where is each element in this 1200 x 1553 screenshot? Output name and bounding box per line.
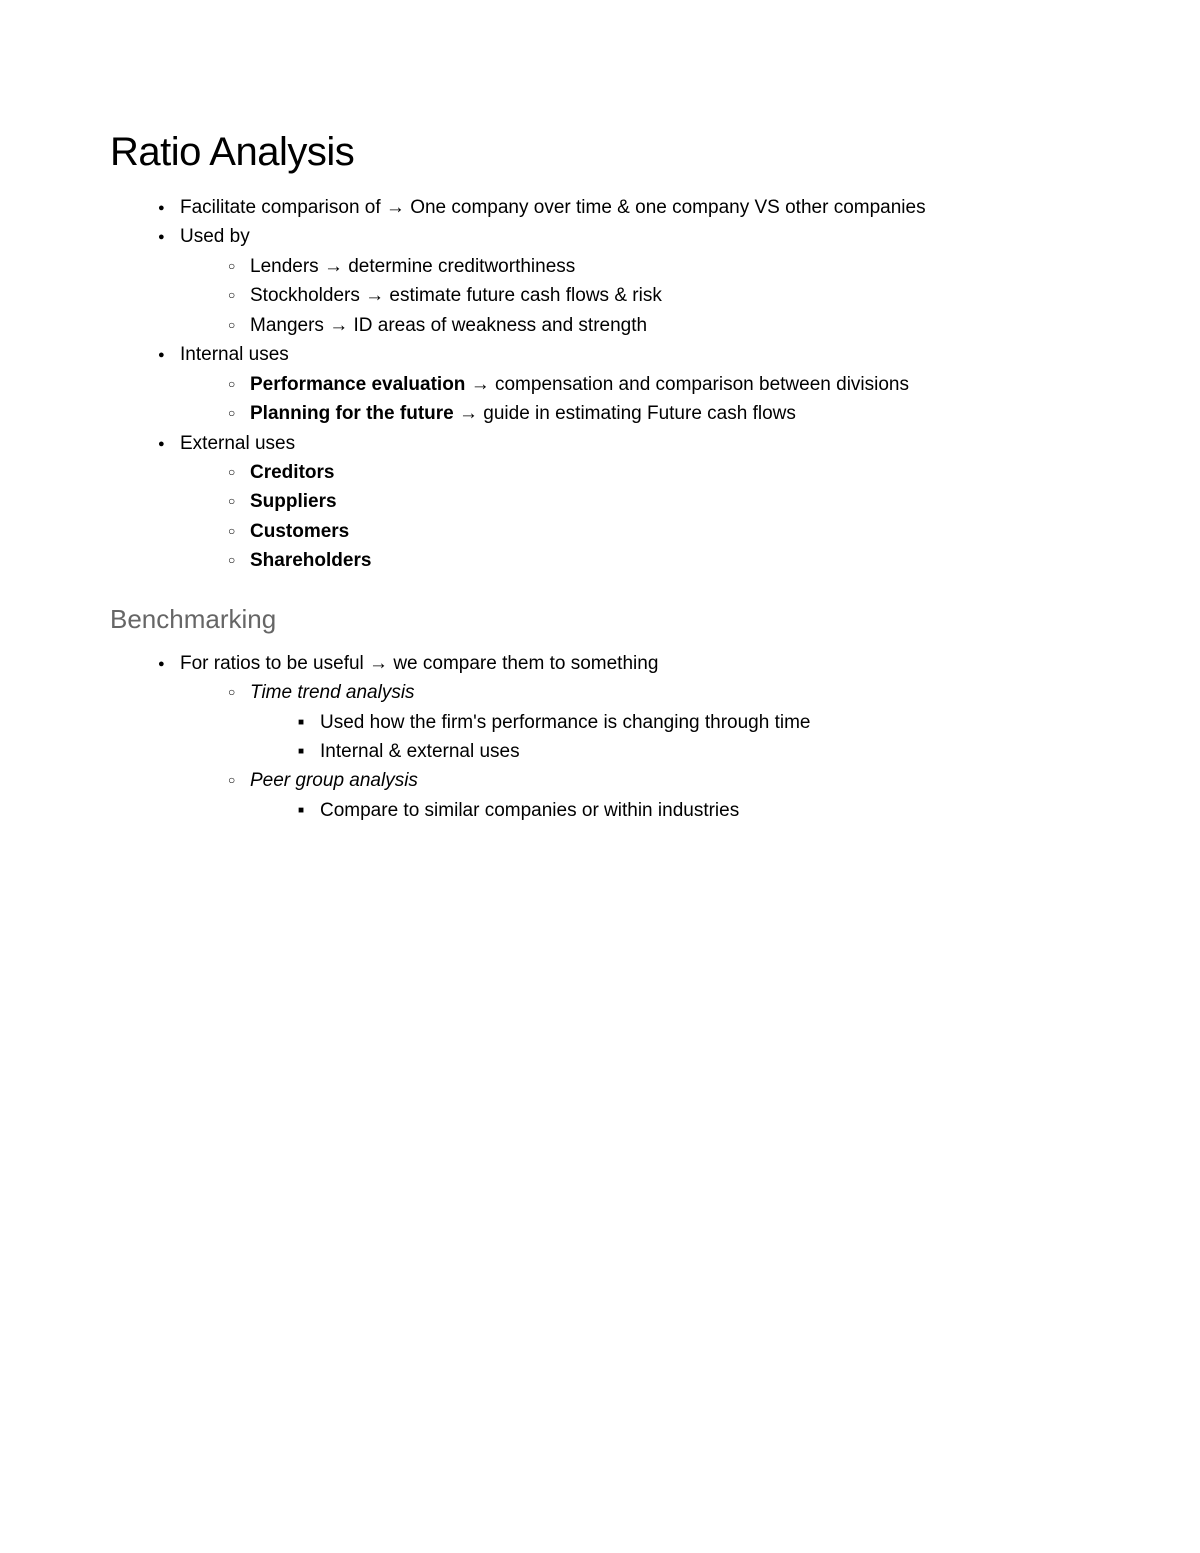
section2-list: For ratios to be useful → we compare the… (110, 649, 1090, 826)
list-item: Customers (228, 517, 1090, 546)
list-item: For ratios to be useful → we compare the… (158, 649, 1090, 826)
item-italic: Time trend analysis (250, 682, 415, 703)
section1-list: Facilitate comparison of → One company o… (110, 193, 1090, 576)
list-item: Facilitate comparison of → One company o… (158, 193, 1090, 222)
item-bold: Performance evaluation (250, 374, 465, 395)
item-italic: Peer group analysis (250, 770, 418, 791)
item-bold: Planning for the future (250, 403, 454, 424)
item-bold: Creditors (250, 462, 334, 483)
item-text: For ratios to be useful → we compare the… (180, 653, 658, 674)
item-text: Used by (180, 226, 250, 247)
item-text: Facilitate comparison of → One company o… (180, 197, 926, 218)
item-text: Compare to similar companies or within i… (320, 800, 739, 821)
list-item: Lenders → determine creditworthiness (228, 252, 1090, 281)
list-item: Used by Lenders → determine creditworthi… (158, 222, 1090, 340)
list-item: Mangers → ID areas of weakness and stren… (228, 311, 1090, 340)
sublist: Time trend analysis Used how the firm's … (180, 678, 1090, 825)
item-text: Mangers → ID areas of weakness and stren… (250, 315, 647, 336)
list-item: Creditors (228, 458, 1090, 487)
sublist: Creditors Suppliers Customers Shareholde… (180, 458, 1090, 576)
page-heading: Ratio Analysis (110, 130, 1090, 175)
sublist: Performance evaluation → compensation an… (180, 370, 1090, 429)
sublist: Compare to similar companies or within i… (250, 796, 1090, 825)
list-item: External uses Creditors Suppliers Custom… (158, 429, 1090, 576)
item-rest: → compensation and comparison between di… (465, 374, 909, 395)
list-item: Internal & external uses (298, 737, 1090, 766)
list-item: Time trend analysis Used how the firm's … (228, 678, 1090, 766)
item-bold: Customers (250, 521, 349, 542)
item-rest: → guide in estimating Future cash flows (454, 403, 796, 424)
item-text: Stockholders → estimate future cash flow… (250, 285, 662, 306)
item-text: Used how the firm's performance is chang… (320, 712, 810, 733)
list-item: Suppliers (228, 487, 1090, 516)
list-item: Performance evaluation → compensation an… (228, 370, 1090, 399)
subheading-benchmarking: Benchmarking (110, 604, 1090, 635)
item-text: Lenders → determine creditworthiness (250, 256, 575, 277)
list-item: Peer group analysis Compare to similar c… (228, 766, 1090, 825)
list-item: Stockholders → estimate future cash flow… (228, 281, 1090, 310)
item-bold: Suppliers (250, 491, 337, 512)
list-item: Used how the firm's performance is chang… (298, 708, 1090, 737)
item-bold: Shareholders (250, 550, 371, 571)
item-text: External uses (180, 433, 295, 454)
item-text: Internal & external uses (320, 741, 520, 762)
list-item: Internal uses Performance evaluation → c… (158, 340, 1090, 428)
list-item: Compare to similar companies or within i… (298, 796, 1090, 825)
list-item: Shareholders (228, 546, 1090, 575)
item-text: Internal uses (180, 344, 289, 365)
sublist: Lenders → determine creditworthiness Sto… (180, 252, 1090, 340)
list-item: Planning for the future → guide in estim… (228, 399, 1090, 428)
sublist: Used how the firm's performance is chang… (250, 708, 1090, 767)
